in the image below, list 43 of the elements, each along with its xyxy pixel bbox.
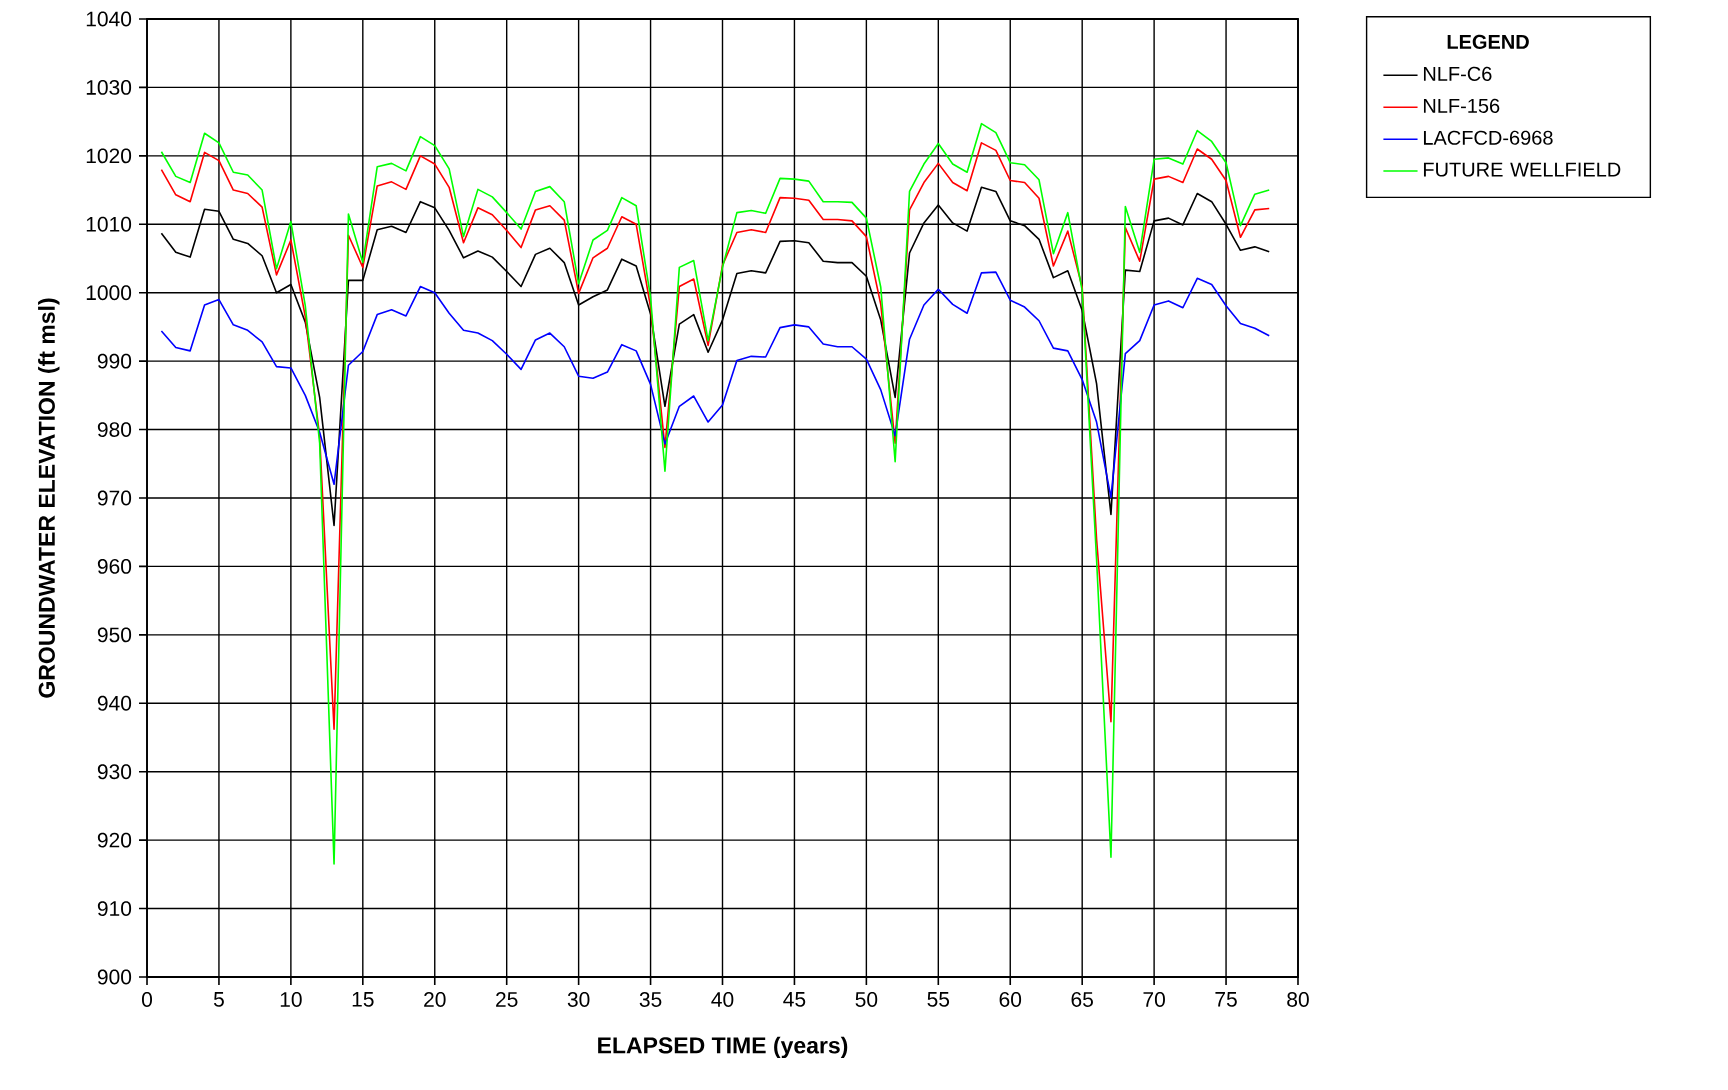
x-tick-label: 10 <box>280 992 302 1007</box>
legend-title: LEGEND <box>1447 34 1529 49</box>
y-axis-title: GROUNDWATER ELEVATION (ft msl) <box>38 298 60 698</box>
x-tick-label: 45 <box>783 992 806 1007</box>
x-tick-label: 30 <box>567 992 590 1007</box>
x-tick-label: 15 <box>352 992 374 1007</box>
x-tick-label: 80 <box>1287 992 1309 1007</box>
y-tick-label: 940 <box>97 695 132 711</box>
x-tick-label: 75 <box>1215 992 1237 1007</box>
x-tick-label: 55 <box>927 992 950 1007</box>
legend-label: NLF-156 <box>1423 98 1500 113</box>
x-tick-label: 50 <box>855 992 878 1007</box>
y-tick-label: 910 <box>97 901 132 916</box>
line-series <box>160 142 1271 731</box>
x-tick-label: 60 <box>999 992 1022 1007</box>
y-tick-label: 1000 <box>86 285 132 301</box>
legend-label: FUTURE WELLFIELD <box>1423 162 1621 177</box>
legend-label: LACFCD-6968 <box>1423 130 1553 145</box>
x-tick-label: 20 <box>424 992 446 1007</box>
line-series <box>160 122 1271 865</box>
x-tick-label: 70 <box>1143 992 1165 1007</box>
x-tick-label: 0 <box>141 992 153 1007</box>
y-tick-label: 950 <box>97 627 132 643</box>
x-tick-label: 65 <box>1071 992 1093 1007</box>
y-tick-label: 960 <box>97 558 132 574</box>
y-tick-label: 990 <box>97 353 132 369</box>
y-tick-label: 930 <box>97 764 132 780</box>
legend-label: NLF-C6 <box>1423 66 1492 81</box>
x-tick-label: 35 <box>639 992 662 1007</box>
x-tick-label: 40 <box>711 992 734 1007</box>
x-tick-label: 5 <box>213 992 224 1007</box>
y-tick-label: 970 <box>97 490 132 506</box>
x-axis-title: ELAPSED TIME (years) <box>598 1036 848 1059</box>
y-tick-label: 1010 <box>86 216 132 232</box>
y-tick-label: 900 <box>97 969 132 985</box>
y-tick-label: 1030 <box>86 79 132 95</box>
line-series <box>160 186 1271 527</box>
y-tick-label: 1040 <box>86 11 132 27</box>
y-tick-label: 1020 <box>86 148 132 164</box>
y-tick-label: 980 <box>97 422 132 437</box>
y-tick-label: 920 <box>97 832 132 848</box>
line-series <box>160 271 1271 499</box>
x-tick-label: 25 <box>496 992 518 1007</box>
